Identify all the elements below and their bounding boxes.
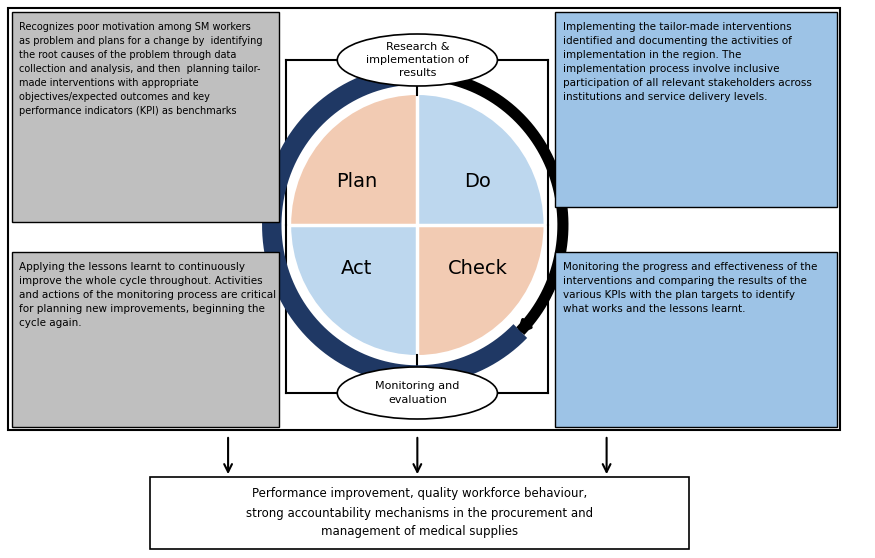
Wedge shape	[417, 225, 543, 355]
FancyBboxPatch shape	[11, 252, 278, 427]
Wedge shape	[417, 95, 543, 225]
Text: Monitoring the progress and effectiveness of the
interventions and comparing the: Monitoring the progress and effectivenes…	[563, 262, 817, 314]
Text: Research &
implementation of
results: Research & implementation of results	[366, 42, 469, 78]
Text: Applying the lessons learnt to continuously
improve the whole cycle throughout. : Applying the lessons learnt to continuou…	[19, 262, 276, 328]
FancyBboxPatch shape	[8, 8, 839, 430]
Text: Performance improvement, quality workforce behaviour,
strong accountability mech: Performance improvement, quality workfor…	[246, 488, 593, 538]
Ellipse shape	[337, 34, 497, 86]
Text: Recognizes poor motivation among SM workers
as problem and plans for a change by: Recognizes poor motivation among SM work…	[19, 22, 262, 116]
Text: Act: Act	[341, 259, 373, 278]
Text: Check: Check	[448, 259, 507, 278]
FancyBboxPatch shape	[555, 12, 836, 207]
Wedge shape	[291, 95, 417, 225]
Text: Do: Do	[465, 172, 492, 191]
FancyBboxPatch shape	[11, 12, 278, 222]
Wedge shape	[291, 225, 417, 355]
FancyBboxPatch shape	[555, 252, 836, 427]
Ellipse shape	[337, 367, 497, 419]
Text: Monitoring and
evaluation: Monitoring and evaluation	[375, 382, 459, 405]
Text: Plan: Plan	[336, 172, 377, 191]
Text: Implementing the tailor-made interventions
identified and documenting the activi: Implementing the tailor-made interventio…	[563, 22, 812, 102]
FancyBboxPatch shape	[150, 477, 690, 549]
